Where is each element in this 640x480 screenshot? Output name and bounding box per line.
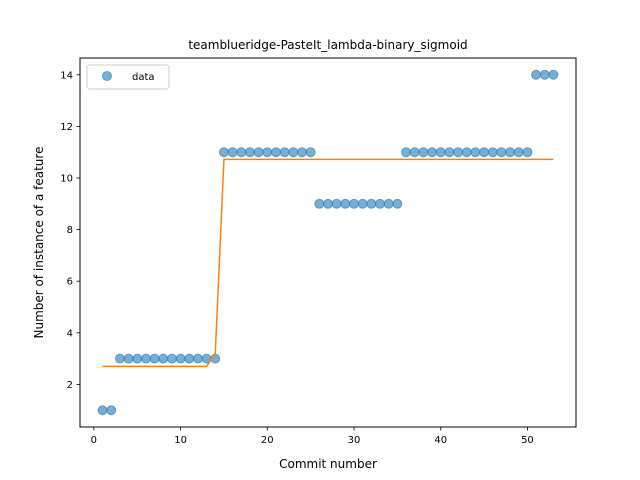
data-point <box>158 353 169 364</box>
data-point <box>227 147 238 158</box>
y-axis-label: Number of instance of a feature <box>32 147 46 339</box>
data-point <box>106 405 117 416</box>
data-point <box>140 353 151 364</box>
data-point <box>123 353 134 364</box>
data-point <box>383 198 394 209</box>
plot-layer <box>97 69 559 416</box>
data-point <box>288 147 299 158</box>
data-point <box>314 198 325 209</box>
y-tick-label: 12 <box>60 122 73 133</box>
x-tick-label: 20 <box>261 435 274 446</box>
data-point <box>479 147 490 158</box>
data-point <box>296 147 307 158</box>
data-point <box>244 147 255 158</box>
data-point <box>349 198 360 209</box>
y-tick-label: 10 <box>60 173 73 184</box>
x-tick-label: 10 <box>174 435 187 446</box>
legend: data <box>86 64 170 90</box>
data-point <box>392 198 403 209</box>
data-point <box>149 353 160 364</box>
data-point <box>97 405 108 416</box>
legend-marker-data <box>102 71 112 81</box>
x-tick-label: 40 <box>434 435 447 446</box>
data-point <box>270 147 281 158</box>
ticks-layer: 0 10 20 30 40 50 2 4 6 8 10 12 14 <box>60 70 534 446</box>
data-point <box>531 69 542 80</box>
x-axis-label: Commit number <box>279 457 377 471</box>
data-point <box>236 147 247 158</box>
data-point <box>470 147 481 158</box>
data-point <box>192 353 203 364</box>
data-point <box>166 353 177 364</box>
x-tick-label: 0 <box>91 435 97 446</box>
x-tick-label: 30 <box>348 435 361 446</box>
data-point <box>253 147 264 158</box>
data-point <box>340 198 351 209</box>
data-point <box>461 147 472 158</box>
data-point <box>114 353 125 364</box>
x-tick-label: 50 <box>521 435 534 446</box>
data-point <box>453 147 464 158</box>
data-point <box>505 147 516 158</box>
y-tick-label: 4 <box>67 328 73 339</box>
axes-frame <box>79 57 577 428</box>
data-point <box>323 198 333 209</box>
chart-title: teamblueridge-PasteIt_lambda-binary_sigm… <box>188 38 467 52</box>
data-point <box>444 147 455 158</box>
data-point <box>184 353 195 364</box>
data-point <box>427 147 438 158</box>
data-point <box>132 353 143 364</box>
legend-label-data: data <box>132 72 155 83</box>
data-point <box>357 198 368 209</box>
data-point <box>401 147 412 158</box>
data-point <box>262 147 273 158</box>
data-point <box>487 147 498 158</box>
y-tick-label: 8 <box>67 225 73 236</box>
data-point <box>305 147 316 158</box>
data-point <box>375 198 386 209</box>
y-tick-label: 2 <box>67 380 73 391</box>
fit-line <box>102 158 554 368</box>
data-point <box>522 147 533 158</box>
data-point <box>366 198 377 209</box>
legend-frame <box>86 64 170 90</box>
y-tick-label: 14 <box>60 70 73 81</box>
y-tick-label: 6 <box>67 277 73 288</box>
data-point <box>435 147 446 158</box>
data-point <box>331 198 342 209</box>
data-point <box>539 69 550 80</box>
data-point <box>218 147 229 158</box>
data-point <box>548 69 559 80</box>
data-point <box>409 147 420 158</box>
data-point <box>496 147 507 158</box>
data-point <box>279 147 290 158</box>
data-point <box>418 147 429 158</box>
data-point <box>513 147 524 158</box>
data-point <box>175 353 186 364</box>
